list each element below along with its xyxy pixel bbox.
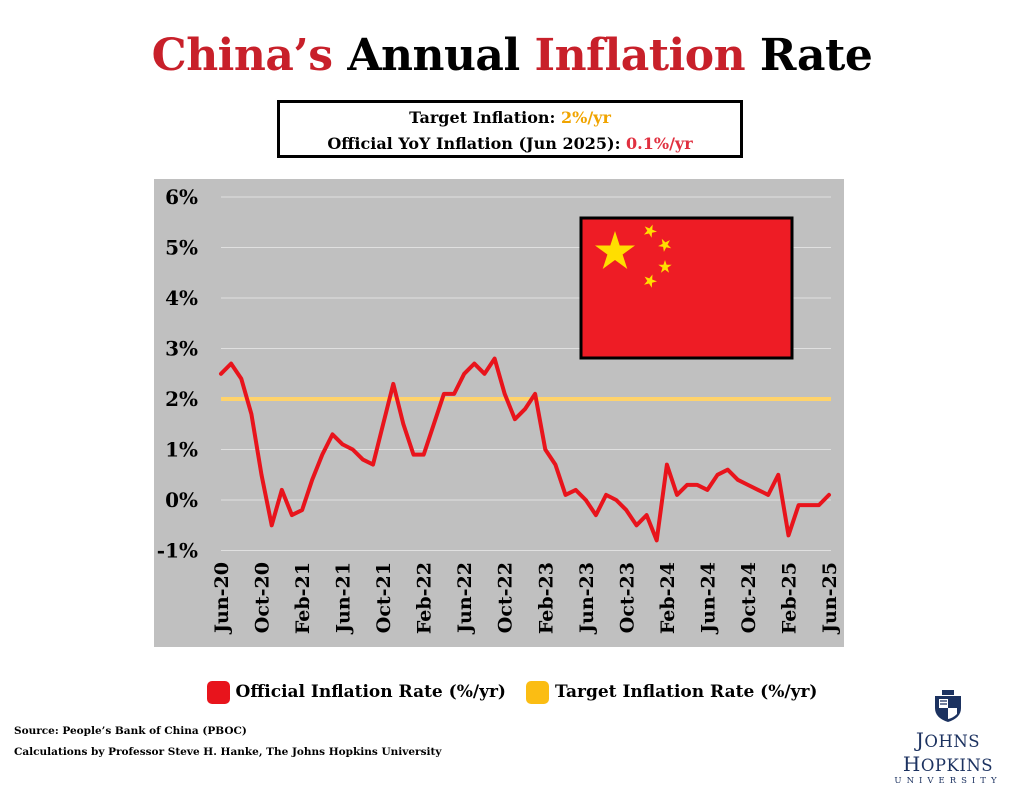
info-official-value: 0.1%/yr [626,134,693,153]
y-tick-label: 1% [165,438,198,462]
flag-small-star [658,260,672,273]
y-tick-label: 0% [165,488,198,512]
info-target-label: Target Inflation: [409,108,561,127]
info-target-value: 2%/yr [560,108,611,127]
title-part-rate: Rate [745,30,873,81]
title-part-annual: Annual [332,30,535,81]
x-tick-label: Jun-25 [819,562,841,635]
logo-name: JOHNS HOPKINS [902,728,994,776]
legend-label-official: Official Inflation Rate (%/yr) [235,682,506,702]
inflation-chart: -1% 0% 1% 2% 3% 4% 5% 6% Jun-20 Oct-20 Feb-21 Jun-2… [154,179,844,647]
flag-small-star [644,274,657,288]
x-tick-label: Oct-23 [616,562,638,633]
x-tick-label: Feb-23 [535,562,557,634]
x-tick-label: Feb-25 [778,562,800,634]
x-tick-label: Jun-24 [697,562,719,635]
x-tick-label: Oct-22 [495,562,517,633]
x-tick-label: Oct-24 [738,562,760,633]
y-tick-label: 5% [165,236,198,260]
flag-small-star [644,224,657,238]
legend-item-official: Official Inflation Rate (%/yr) [206,680,506,704]
jhu-logo: JOHNS HOPKINS UNIVERSITY [880,690,1016,786]
y-tick-label: 2% [165,387,198,411]
info-official-label: Official YoY Inflation (Jun 2025): [327,134,627,153]
y-tick-label: 6% [165,185,198,209]
source-line: Source: People’s Bank of China (PBOC) [14,725,247,737]
flag-small-star [658,238,672,252]
y-tick-label: 3% [165,337,198,361]
legend-swatch-target [525,680,549,704]
legend-swatch-official [206,680,230,704]
chart-title: China’s Annual Inflation Rate [0,30,1024,81]
info-official-line: Official YoY Inflation (Jun 2025): 0.1%/… [280,131,740,157]
official-inflation-line [219,356,831,543]
x-tick-label: Jun-23 [576,562,598,635]
y-tick-label: -1% [157,539,198,563]
x-tick-label: Feb-21 [292,562,314,634]
x-tick-label: Oct-21 [373,562,395,633]
info-box: Target Inflation: 2%/yr Official YoY Inf… [277,100,743,158]
x-tick-label: Feb-24 [657,562,679,634]
x-tick-label: Jun-22 [454,562,476,635]
legend: Official Inflation Rate (%/yr) Target In… [0,678,1024,706]
legend-label-target: Target Inflation Rate (%/yr) [554,682,818,702]
jhu-shield-icon [935,690,961,722]
flag-large-star [595,231,635,269]
title-part-inflation: Inflation [534,30,746,81]
x-tick-label: Jun-21 [333,562,355,635]
x-tick-label: Oct-20 [252,562,274,633]
logo-university: UNIVERSITY [894,776,1002,786]
title-part-china: China’s [151,30,333,81]
info-target-line: Target Inflation: 2%/yr [280,105,740,131]
x-tick-label: Jun-20 [211,562,233,635]
legend-item-target: Target Inflation Rate (%/yr) [525,680,818,704]
calculations-line: Calculations by Professor Steve H. Hanke… [14,746,442,758]
y-tick-label: 4% [165,286,198,310]
x-tick-label: Feb-22 [414,562,436,634]
